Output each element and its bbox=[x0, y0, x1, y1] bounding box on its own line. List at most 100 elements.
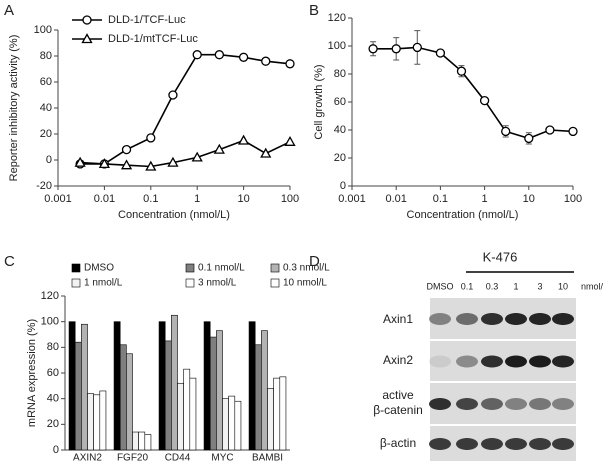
x-tick-label: AXIN2 bbox=[73, 453, 102, 464]
blot-band bbox=[481, 438, 503, 450]
x-tick-label: 10 bbox=[523, 193, 535, 205]
y-tick-label: 80 bbox=[47, 341, 59, 353]
blot-band bbox=[505, 438, 527, 450]
bar bbox=[248, 321, 256, 451]
blot-strip bbox=[430, 298, 576, 339]
blot-band bbox=[429, 438, 451, 450]
y-tick-label: 0 bbox=[46, 154, 52, 166]
marker bbox=[368, 44, 378, 54]
legend-label: 1 nmol/L bbox=[84, 278, 123, 289]
blot-strip bbox=[430, 426, 576, 461]
lane-label: 0.1 bbox=[461, 281, 474, 291]
bar bbox=[119, 344, 127, 451]
row-label: Axin2 bbox=[383, 353, 413, 367]
bar bbox=[234, 400, 242, 451]
x-tick-label: CD44 bbox=[165, 453, 191, 464]
treatment-label: K-476 bbox=[483, 249, 518, 264]
blot-band bbox=[529, 313, 551, 325]
y-tick-label: 20 bbox=[40, 128, 52, 140]
bar bbox=[261, 330, 268, 451]
series-line bbox=[373, 46, 574, 140]
blot-strip bbox=[430, 383, 576, 424]
blot-band bbox=[552, 438, 574, 450]
marker bbox=[238, 52, 249, 62]
legend-label: DLD-1/mtTCF-Luc bbox=[108, 33, 198, 45]
legend-label: 0.1 nmol/L bbox=[198, 263, 245, 274]
y-tick-label: 80 bbox=[40, 50, 52, 62]
row-label: active bbox=[382, 388, 414, 402]
x-tick-label: 100 bbox=[564, 193, 582, 205]
legend-swatch bbox=[270, 278, 280, 288]
x-axis-label: Concentration (nmol/L) bbox=[118, 209, 230, 221]
marker bbox=[213, 143, 225, 154]
marker bbox=[74, 156, 86, 167]
row-label: β-actin bbox=[380, 436, 416, 450]
marker bbox=[568, 126, 578, 137]
marker bbox=[435, 48, 446, 58]
bar bbox=[144, 434, 152, 451]
x-tick-label: 0.1 bbox=[433, 193, 448, 205]
marker bbox=[214, 50, 224, 60]
marker bbox=[98, 158, 111, 169]
x-tick-label: FGF20 bbox=[117, 453, 149, 464]
bar bbox=[68, 321, 76, 451]
blot-band bbox=[552, 313, 574, 325]
marker bbox=[524, 133, 534, 144]
bar bbox=[216, 330, 223, 451]
panel-letter: C bbox=[4, 253, 15, 270]
legend-swatch bbox=[185, 263, 195, 273]
bar bbox=[87, 393, 94, 451]
lane-label: 10 bbox=[558, 281, 568, 291]
bar bbox=[203, 321, 211, 451]
marker bbox=[456, 66, 467, 76]
marker bbox=[545, 125, 555, 135]
x-tick-label: 1 bbox=[194, 193, 200, 205]
marker bbox=[391, 44, 401, 54]
legend-marker bbox=[82, 15, 92, 25]
bar bbox=[267, 388, 274, 451]
marker bbox=[284, 135, 296, 146]
marker bbox=[237, 134, 250, 145]
bar bbox=[81, 323, 88, 451]
legend-label: 10 nmol/L bbox=[283, 278, 327, 289]
bar bbox=[126, 353, 133, 451]
row-label: β-catenin bbox=[373, 403, 423, 417]
blot-band bbox=[429, 313, 451, 325]
y-tick-label: 100 bbox=[34, 24, 52, 36]
blot-band bbox=[481, 355, 503, 368]
legend-swatch bbox=[270, 263, 280, 273]
marker bbox=[191, 151, 203, 162]
y-tick-label: 0 bbox=[53, 444, 59, 456]
lane-label: DMSO bbox=[427, 281, 454, 291]
y-tick-label: 120 bbox=[328, 12, 346, 24]
blot-band bbox=[505, 398, 527, 410]
marker bbox=[479, 95, 490, 106]
marker bbox=[412, 42, 422, 53]
y-tick-label: -20 bbox=[36, 180, 52, 192]
blot-band bbox=[456, 355, 478, 368]
x-tick-label: 0.01 bbox=[385, 193, 406, 205]
marker bbox=[501, 126, 511, 137]
row-label: Axin1 bbox=[383, 312, 413, 326]
blot-band bbox=[529, 398, 551, 410]
marker bbox=[260, 147, 272, 158]
panel-letter: B bbox=[309, 2, 319, 19]
y-tick-label: 120 bbox=[41, 290, 59, 302]
bar bbox=[74, 341, 82, 451]
panel-letter: A bbox=[4, 2, 14, 19]
blot-band bbox=[552, 398, 574, 410]
y-tick-label: 40 bbox=[47, 393, 59, 405]
x-tick-label: MYC bbox=[211, 453, 233, 464]
blot-strip bbox=[430, 341, 576, 381]
y-tick-label: 60 bbox=[40, 76, 52, 88]
legend-label: DLD-1/TCF-Luc bbox=[108, 14, 186, 26]
blot-band bbox=[481, 313, 503, 325]
y-tick-label: 20 bbox=[334, 152, 346, 164]
bar bbox=[93, 394, 101, 451]
unit-label: nmol/L bbox=[581, 281, 603, 291]
panel-letter: D bbox=[309, 253, 320, 270]
western-blot: K-476 nmol/L Axin1 Axin2 active β-cateni… bbox=[373, 249, 603, 461]
lane-label: 3 bbox=[537, 281, 542, 291]
marker bbox=[167, 156, 179, 167]
